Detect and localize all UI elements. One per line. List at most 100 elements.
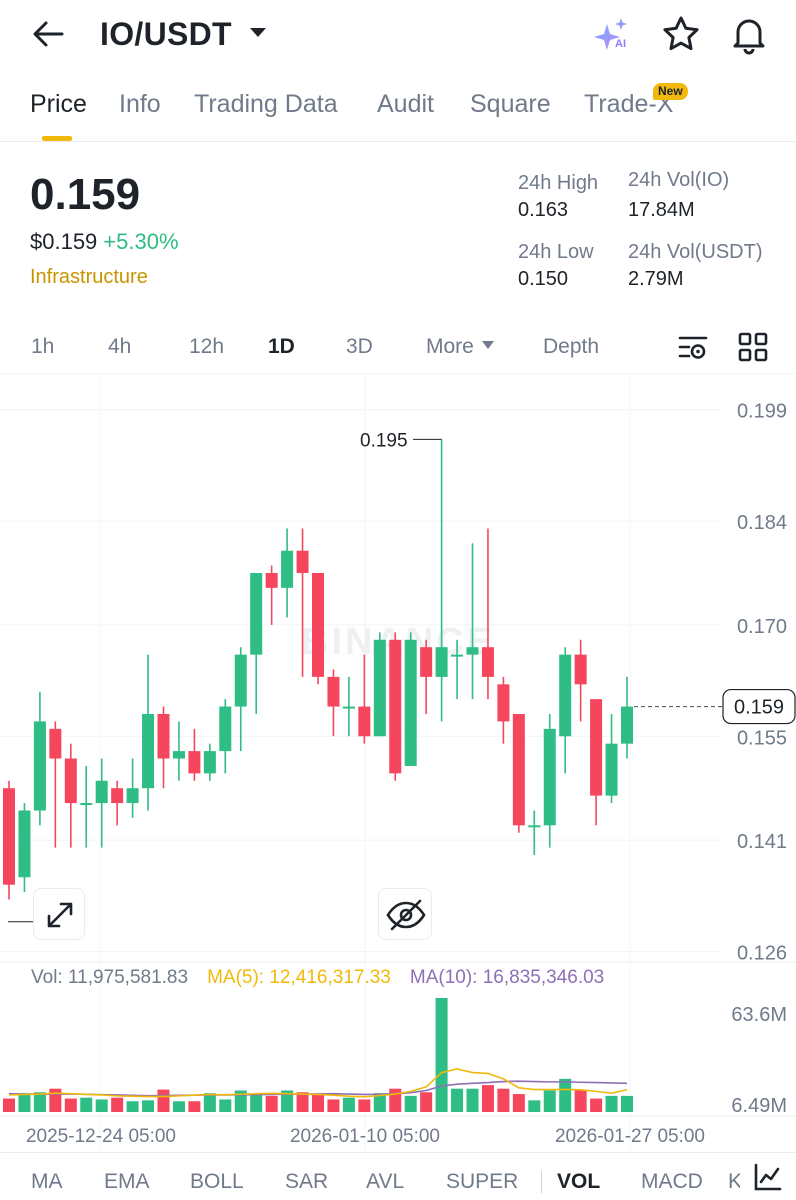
stat-low-value: 0.150 <box>518 268 569 290</box>
volume-bar <box>512 1094 525 1112</box>
volume-bar <box>451 1088 464 1112</box>
expand-icon[interactable] <box>33 888 85 940</box>
top-bar: IO/USDT AI <box>0 0 796 70</box>
volume-bar <box>420 1092 433 1112</box>
chart-grid <box>0 376 796 1150</box>
volume-bar <box>111 1097 124 1112</box>
back-arrow-icon[interactable] <box>28 14 68 54</box>
volume-ma10-line <box>8 1080 628 1097</box>
interval-3d[interactable]: 3D <box>346 335 373 358</box>
tab-price[interactable]: Price <box>30 90 87 118</box>
bell-icon[interactable] <box>728 13 770 55</box>
candle <box>49 728 62 759</box>
indicator-bar: MA EMA BOLL SAR AVL SUPER VOL MACD K <box>0 1152 796 1200</box>
candle <box>543 728 556 826</box>
usd-price: $0.159 <box>30 229 98 254</box>
indicator-separator <box>541 1171 542 1193</box>
candle <box>80 803 93 806</box>
indicator-k[interactable]: K <box>728 1170 740 1193</box>
pair-title[interactable]: IO/USDT <box>100 16 232 52</box>
tab-trading-data[interactable]: Trading Data <box>194 90 338 118</box>
candle <box>219 706 232 752</box>
interval-12h[interactable]: 12h <box>189 335 225 358</box>
price-axis-label: 0.184 <box>737 512 787 534</box>
price-change: +5.30% <box>103 229 179 254</box>
stat-low-label: 24h Low <box>518 241 594 263</box>
volume-bar <box>497 1088 510 1112</box>
candle <box>188 751 201 774</box>
volume-bar <box>389 1088 402 1112</box>
price-axis-label: 0.155 <box>737 727 787 749</box>
candle <box>528 825 541 828</box>
interval-4h[interactable]: 4h <box>108 335 132 358</box>
indicator-vol[interactable]: VOL <box>557 1170 601 1193</box>
volume-bar <box>203 1093 216 1112</box>
candle <box>142 713 155 789</box>
indicator-macd[interactable]: MACD <box>641 1170 703 1193</box>
candles <box>3 439 633 900</box>
volume-bar <box>95 1099 108 1112</box>
eye-off-icon[interactable] <box>378 888 432 940</box>
indicator-chart-icon[interactable] <box>753 1162 783 1192</box>
stat-high-value: 0.163 <box>518 199 569 221</box>
interval-more-label: More <box>426 335 474 358</box>
volume-bar <box>342 1097 355 1112</box>
volume-bar <box>528 1100 541 1112</box>
current-price-tag <box>722 688 796 725</box>
candle <box>157 713 170 759</box>
volume-bar <box>49 1088 62 1112</box>
sector-tag[interactable]: Infrastructure <box>30 266 148 288</box>
candle <box>420 647 433 677</box>
candle <box>574 654 587 685</box>
volume-bar <box>605 1095 618 1112</box>
indicator-ema[interactable]: EMA <box>104 1170 150 1193</box>
volume-bar <box>281 1090 294 1112</box>
volume-bar <box>312 1094 324 1112</box>
indicator-super[interactable]: SUPER <box>446 1170 519 1193</box>
ai-sparkle-icon[interactable]: AI <box>593 14 633 54</box>
volume-bar <box>574 1090 587 1112</box>
candle <box>33 721 46 811</box>
star-icon[interactable] <box>660 13 702 55</box>
tab-square[interactable]: Square <box>470 90 551 118</box>
caret-down-icon[interactable] <box>248 22 268 42</box>
stat-vol-quote-value: 2.79M <box>628 268 684 290</box>
volume-axis-label: 63.6M <box>731 1004 787 1026</box>
volume-bar <box>559 1078 572 1112</box>
stat-vol-base-value: 17.84M <box>628 199 695 221</box>
tab-audit[interactable]: Audit <box>377 90 434 118</box>
chart-settings-icon[interactable] <box>676 330 710 364</box>
grid-icon[interactable] <box>736 330 770 364</box>
volume-axis-label: 6.49M <box>731 1095 787 1117</box>
candle <box>64 758 77 804</box>
volume-bar <box>358 1099 371 1112</box>
volume-bar <box>157 1089 170 1112</box>
price-chart[interactable]: BINANCE 0.1990.1840.1700.1550.1410.1260.… <box>0 376 796 1150</box>
volume-bar <box>172 1101 185 1112</box>
interval-more[interactable]: More <box>426 334 494 360</box>
depth-toggle[interactable]: Depth <box>543 335 600 358</box>
stat-vol-quote-label: 24h Vol(USDT) <box>628 241 763 263</box>
candle <box>281 550 294 588</box>
candle <box>451 654 464 657</box>
volume-bar <box>466 1088 479 1112</box>
volume-ma10: MA(10): 16,835,346.03 <box>410 967 604 988</box>
candle <box>95 780 108 804</box>
candle <box>497 684 510 722</box>
indicator-boll[interactable]: BOLL <box>190 1170 244 1193</box>
indicator-sar[interactable]: SAR <box>285 1170 329 1193</box>
volume-bar <box>126 1101 139 1112</box>
candle <box>265 572 278 588</box>
volume-bar <box>64 1098 77 1112</box>
volume-ma5: MA(5): 12,416,317.33 <box>207 967 391 988</box>
indicator-avl[interactable]: AVL <box>366 1170 405 1193</box>
interval-1h[interactable]: 1h <box>31 335 55 358</box>
volume-bar <box>435 998 448 1112</box>
interval-1d[interactable]: 1D <box>268 335 295 358</box>
volume-bar <box>296 1092 309 1112</box>
volume-bar <box>590 1098 603 1112</box>
tab-info[interactable]: Info <box>119 90 161 118</box>
candle <box>389 639 402 774</box>
indicator-ma[interactable]: MA <box>31 1170 63 1193</box>
candle <box>373 639 386 737</box>
